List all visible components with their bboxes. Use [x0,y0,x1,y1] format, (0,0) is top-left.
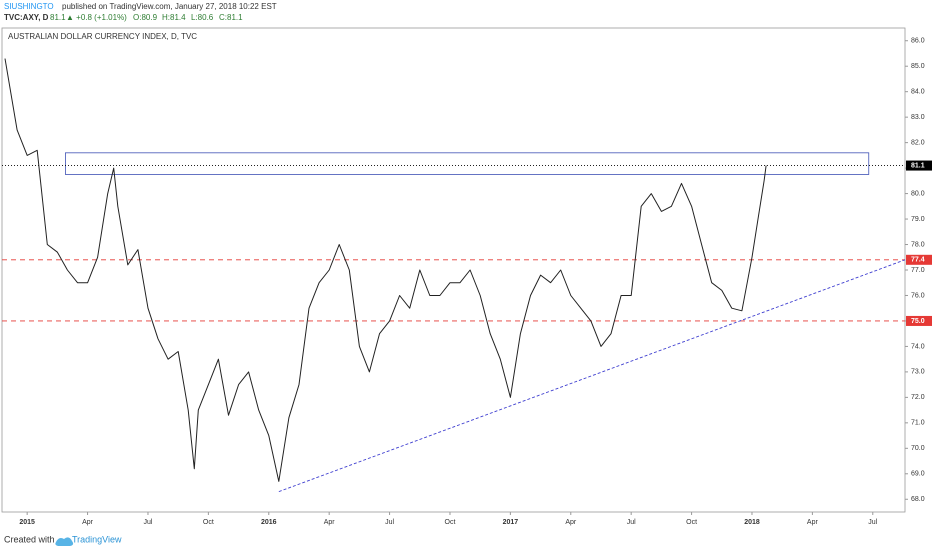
chart-title: AUSTRALIAN DOLLAR CURRENCY INDEX, D, TVC [8,32,197,41]
x-tick-label: Apr [324,519,336,526]
y-tick-label: 82.0 [911,139,925,146]
x-tick-label: Jul [385,519,394,526]
change: ▲ +0.8 (+1.01%) [66,13,127,22]
author[interactable]: SIUSHINGTO [4,2,54,11]
x-tick-label: 2018 [744,519,760,526]
x-tick-label: Oct [686,519,697,526]
symbol: TVC:AXY, D [4,13,49,22]
y-tick-label: 85.0 [911,63,925,70]
y-tick-label: 76.0 [911,292,925,299]
x-tick-label: 2017 [503,519,519,526]
y-tick-label: 68.0 [911,496,925,503]
x-tick-label: Oct [203,519,214,526]
open: O:80.9 [133,13,158,22]
y-tick-label: 72.0 [911,394,925,401]
published: published on TradingView.com, January 27… [62,2,277,11]
x-tick-label: Apr [82,519,94,526]
y-tick-label: 80.0 [911,190,925,197]
high: H:81.4 [162,13,186,22]
level-tag [906,160,932,171]
y-tick-label: 79.0 [911,216,925,223]
y-tick-label: 73.0 [911,369,925,376]
trendline [278,259,906,493]
last-price: 81.1 [50,13,66,22]
x-tick-label: Jul [143,519,152,526]
x-tick-label: Apr [565,519,577,526]
y-tick-label: 86.0 [911,38,925,45]
created-with: Created with [4,534,55,544]
y-tick-label: 74.0 [911,343,925,350]
level-label: 81.1 [911,162,925,169]
y-tick-label: 84.0 [911,89,925,96]
logo [55,537,74,546]
y-tick-label: 78.0 [911,241,925,248]
x-tick-label: 2016 [261,519,277,526]
level-tag [906,315,932,326]
x-tick-label: Apr [807,519,819,526]
low: L:80.6 [191,13,214,22]
level-label: 75.0 [911,318,925,325]
y-tick-label: 71.0 [911,420,925,427]
brand[interactable]: TradingView [72,534,122,544]
resistance-box [65,152,870,175]
x-tick-label: Jul [627,519,636,526]
close: C:81.1 [219,13,243,22]
level-tag [906,254,932,265]
y-tick-label: 70.0 [911,445,925,452]
x-tick-label: 2015 [19,519,35,526]
x-tick-label: Jul [868,519,877,526]
price-line [4,58,767,482]
y-tick-label: 69.0 [911,471,925,478]
y-tick-label: 83.0 [911,114,925,121]
y-tick-label: 77.0 [911,267,925,274]
level-label: 77.4 [911,257,925,264]
x-tick-label: Oct [445,519,456,526]
